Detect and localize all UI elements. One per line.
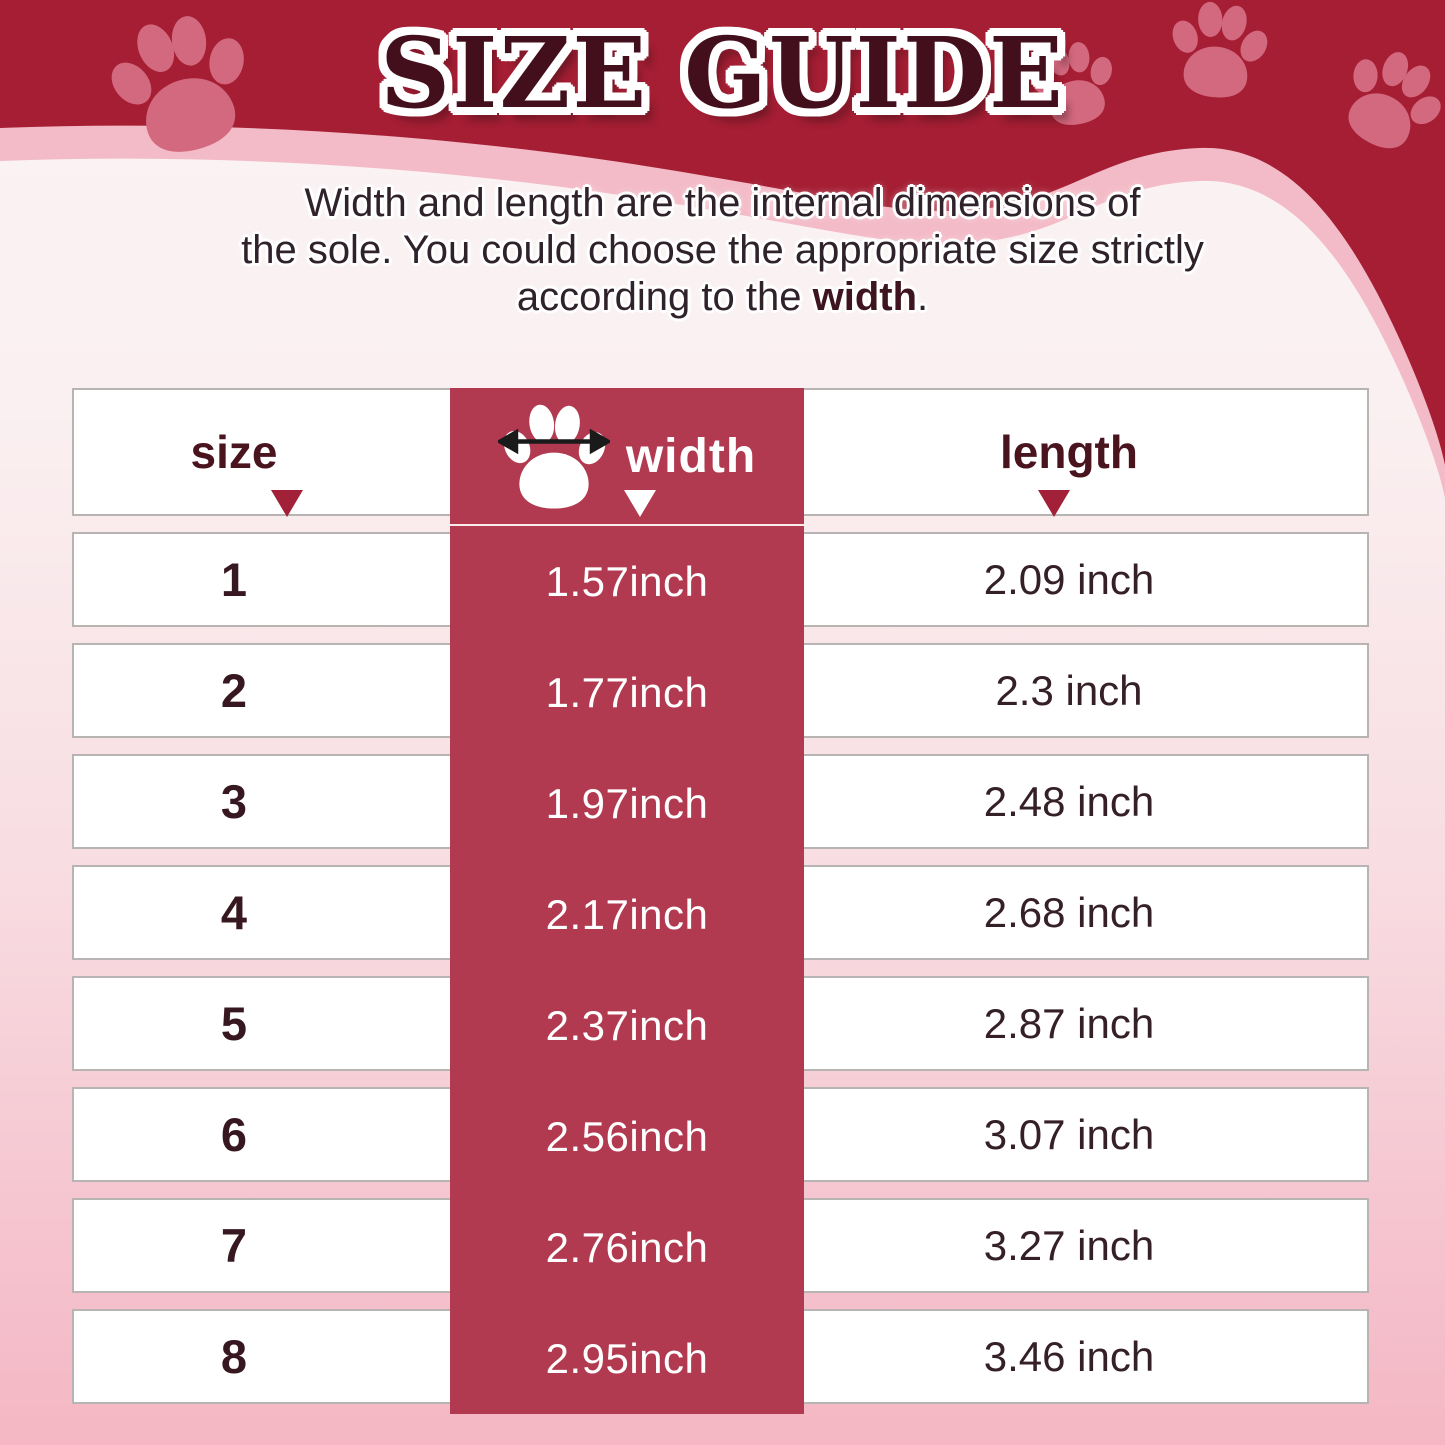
width-value: 2.76inch — [545, 1223, 709, 1271]
page-title: SIZE GUIDE — [380, 16, 1065, 130]
size-column-label: size — [190, 426, 278, 478]
paw-with-double-arrow-icon — [497, 404, 610, 509]
length-value: 2.09 inch — [983, 555, 1155, 603]
down-triangle-icon — [624, 490, 656, 517]
length-value: 2.87 inch — [983, 999, 1155, 1047]
size-value: 6 — [220, 1108, 248, 1161]
table-row: 8 2.95inch 3.46 inch — [72, 1303, 1369, 1414]
subtitle-line-1: Width and length are the internal dimens… — [304, 181, 1141, 225]
size-value: 1 — [220, 553, 248, 606]
size-table: size width — [72, 388, 1373, 1414]
table-row: 5 2.37inch 2.87 inch — [72, 970, 1369, 1081]
size-value: 8 — [220, 1330, 248, 1383]
width-value: 1.57inch — [545, 557, 709, 605]
table-row: 3 1.97inch 2.48 inch — [72, 748, 1369, 859]
subtitle-line-3: according to the width. — [516, 275, 929, 319]
size-value: 4 — [220, 886, 248, 939]
table-row: 4 2.17inch 2.68 inch — [72, 859, 1369, 970]
header-cell-length: length — [734, 390, 1404, 514]
width-value: 1.77inch — [545, 668, 709, 716]
header-wave-banner — [0, 0, 1445, 498]
length-value: 2.68 inch — [983, 888, 1155, 936]
width-value: 2.17inch — [545, 890, 709, 938]
table-row: 1 1.57inch 2.09 inch — [72, 526, 1369, 637]
length-value: 2.3 inch — [995, 666, 1143, 714]
header-cell-size: size — [74, 390, 394, 514]
table-row: 2 1.77inch 2.3 inch — [72, 637, 1369, 748]
width-value: 2.37inch — [545, 1001, 709, 1049]
size-value: 7 — [220, 1219, 248, 1272]
down-triangle-icon — [1038, 490, 1070, 517]
table-row: 6 2.56inch 3.07 inch — [72, 1081, 1369, 1192]
width-value: 2.95inch — [545, 1334, 709, 1382]
table-row: 7 2.76inch 3.27 inch — [72, 1192, 1369, 1303]
size-value: 2 — [220, 664, 248, 717]
down-triangle-icon — [271, 490, 303, 517]
width-emphasis: width — [812, 275, 918, 319]
length-value: 3.46 inch — [983, 1332, 1155, 1380]
width-value: 2.56inch — [545, 1112, 709, 1160]
size-value: 3 — [220, 775, 248, 828]
length-value: 2.48 inch — [983, 777, 1155, 825]
length-value: 3.27 inch — [983, 1221, 1155, 1269]
width-column-label: width — [625, 429, 757, 483]
length-value: 3.07 inch — [983, 1110, 1155, 1158]
subtitle-text: Width and length are the internal dimens… — [0, 180, 1445, 321]
width-value: 1.97inch — [545, 779, 709, 827]
size-value: 5 — [220, 997, 248, 1050]
length-column-label: length — [1000, 426, 1138, 478]
table-header-row: size width — [72, 388, 1369, 524]
subtitle-line-2: the sole. You could choose the appropria… — [241, 228, 1204, 272]
